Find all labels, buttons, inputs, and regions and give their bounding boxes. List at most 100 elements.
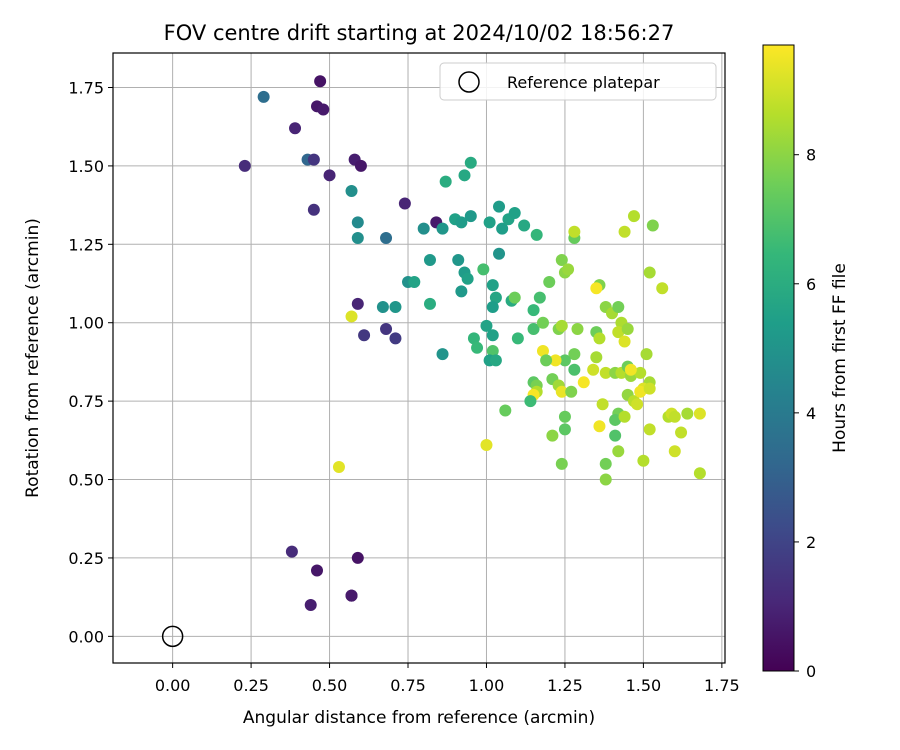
data-point: [311, 564, 323, 577]
data-points: [238, 75, 706, 611]
data-point: [307, 153, 320, 166]
data-point: [358, 329, 371, 342]
data-point: [332, 460, 345, 473]
colorbar-gradient: [762, 44, 795, 672]
legend-marker: [458, 71, 480, 93]
data-point: [634, 385, 647, 398]
data-point: [483, 216, 496, 229]
data-point: [643, 423, 656, 436]
data-point: [593, 332, 606, 345]
x-tick-label: 0.50: [312, 676, 348, 695]
x-tick-label: 0.00: [155, 676, 191, 695]
data-point: [527, 322, 540, 335]
data-point: [439, 175, 452, 188]
data-point: [646, 219, 659, 232]
data-point: [656, 282, 669, 295]
data-point: [533, 291, 546, 304]
data-point: [631, 398, 644, 411]
data-point: [408, 275, 421, 288]
colorbar-ticks: 0 2 4 6 8: [794, 146, 816, 681]
data-point: [351, 297, 364, 310]
reference-point: [161, 625, 184, 648]
x-tick-label: 0.25: [233, 676, 269, 695]
x-tick-label: 1.25: [547, 676, 583, 695]
data-point: [599, 473, 612, 486]
data-point: [568, 225, 581, 238]
colorbar-tick-label: 0: [806, 662, 816, 681]
data-point: [289, 122, 302, 135]
data-point: [389, 332, 402, 345]
data-point: [590, 351, 603, 364]
data-point: [562, 263, 575, 276]
data-point: [423, 297, 436, 310]
x-tick-label: 1.00: [469, 676, 505, 695]
data-point: [423, 253, 436, 266]
colorbar-tick-label: 8: [806, 146, 816, 165]
data-point: [536, 316, 549, 329]
data-point: [536, 344, 549, 357]
data-point: [555, 457, 568, 470]
data-point: [558, 423, 571, 436]
colorbar-tick-label: 2: [806, 533, 816, 552]
data-point: [681, 407, 694, 420]
data-point: [693, 467, 706, 480]
y-axis-label: Rotation from reference (arcmin): [23, 218, 43, 498]
data-point: [489, 291, 502, 304]
data-point: [555, 319, 568, 332]
y-tick-label: 1.25: [68, 235, 104, 254]
data-point: [508, 291, 521, 304]
plot-frame: [112, 52, 726, 664]
y-tick-label: 1.75: [68, 78, 104, 97]
y-tick-label: 0.75: [68, 392, 104, 411]
data-point: [436, 348, 449, 361]
data-point: [643, 266, 656, 279]
data-point: [458, 169, 471, 182]
x-tick-label: 1.75: [704, 676, 740, 695]
data-point: [587, 363, 600, 376]
data-point: [543, 275, 556, 288]
data-point: [467, 332, 480, 345]
data-point: [637, 454, 650, 467]
data-point: [555, 385, 568, 398]
data-point: [612, 301, 625, 314]
data-point: [599, 366, 612, 379]
data-point: [599, 457, 612, 470]
data-point: [389, 301, 402, 314]
data-point: [351, 216, 364, 229]
data-point: [238, 159, 251, 172]
data-point: [568, 348, 581, 361]
legend-label: Reference platepar: [507, 73, 660, 92]
data-point: [285, 545, 298, 558]
data-point: [558, 410, 571, 423]
y-tick-label: 0.00: [68, 627, 104, 646]
y-tick-label: 1.50: [68, 157, 104, 176]
data-point: [618, 410, 631, 423]
data-point: [499, 404, 512, 417]
x-tick-label: 1.50: [626, 676, 662, 695]
reference-marker: [161, 625, 184, 648]
data-point: [452, 253, 465, 266]
data-point: [596, 398, 609, 411]
legend-box: [439, 62, 717, 101]
data-point: [307, 203, 320, 216]
data-point: [417, 222, 430, 235]
data-point: [571, 322, 584, 335]
data-point: [565, 385, 578, 398]
data-point: [486, 329, 499, 342]
data-point: [257, 90, 270, 103]
data-point: [624, 363, 637, 376]
data-point: [668, 445, 681, 458]
legend: Reference platepar: [439, 62, 717, 101]
data-point: [643, 382, 656, 395]
data-point: [555, 253, 568, 266]
data-point: [455, 216, 468, 229]
data-point: [351, 551, 364, 564]
data-point: [634, 366, 647, 379]
data-point: [464, 156, 477, 169]
data-point: [380, 322, 393, 335]
data-point: [627, 210, 640, 223]
data-point: [693, 407, 706, 420]
data-point: [480, 319, 493, 332]
